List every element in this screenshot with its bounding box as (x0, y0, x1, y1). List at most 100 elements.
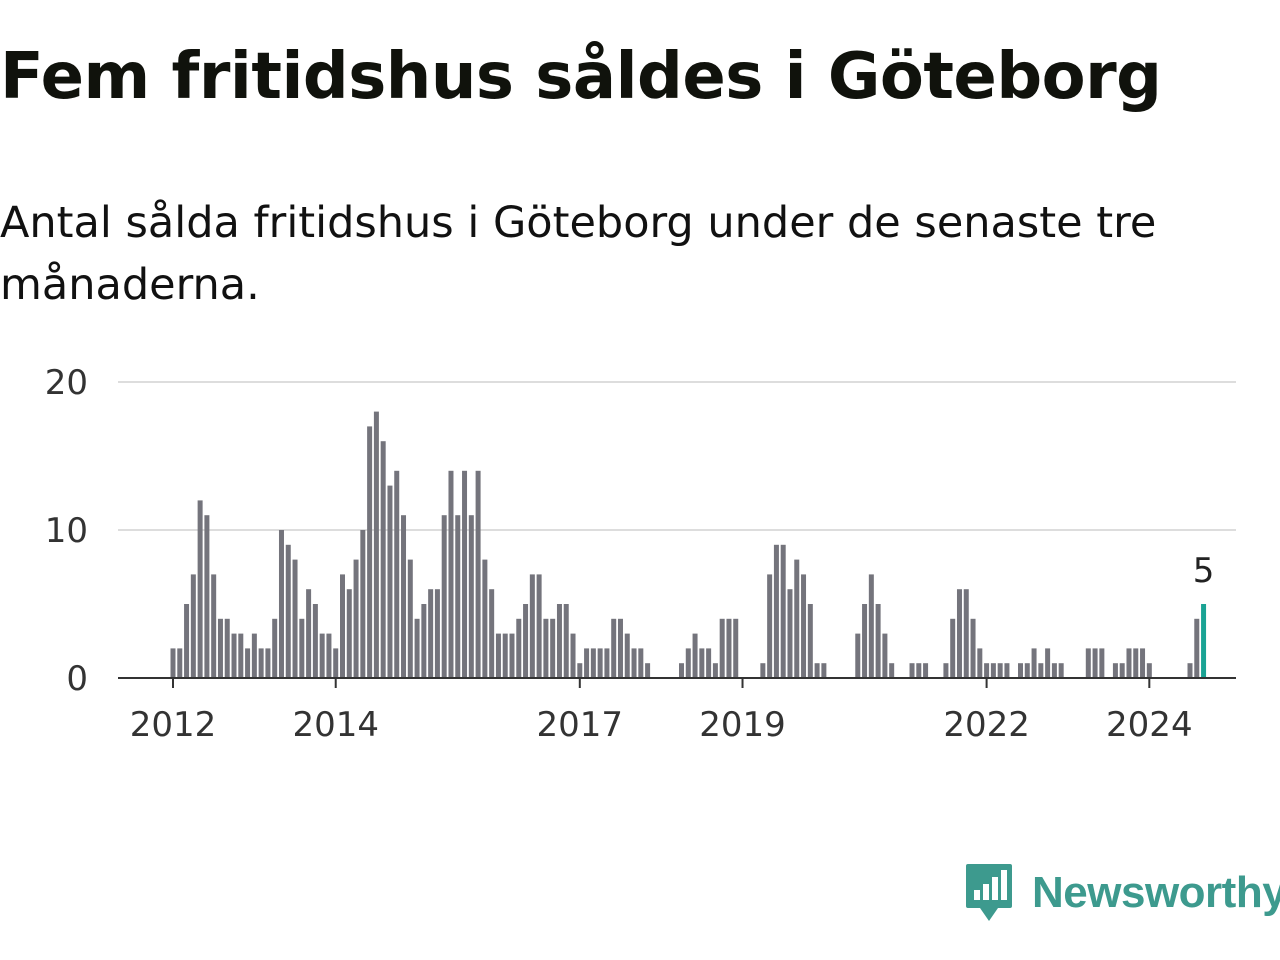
bar (272, 618, 278, 678)
bar (1099, 648, 1105, 678)
bar (245, 648, 251, 678)
bar (584, 648, 590, 678)
bar (211, 574, 217, 678)
bar (299, 618, 305, 678)
bar (495, 633, 501, 678)
bar (550, 618, 556, 678)
bar (319, 633, 325, 678)
bar (489, 589, 495, 678)
bar (340, 574, 345, 678)
bar (523, 604, 529, 678)
bar (712, 663, 718, 678)
bar (265, 648, 271, 678)
bar (638, 648, 644, 678)
bar (577, 663, 583, 678)
bar (1194, 618, 1200, 678)
bar (353, 559, 359, 678)
bar (184, 604, 190, 678)
bar (617, 618, 623, 678)
bar (312, 604, 318, 678)
bar (468, 515, 474, 678)
bar (177, 648, 183, 678)
bar (306, 589, 312, 678)
bar (997, 663, 1003, 678)
bar (780, 544, 786, 678)
highlight-bar (1201, 604, 1207, 678)
x-tick-label-2022: 2022 (943, 705, 1030, 745)
x-tick-label-2019: 2019 (699, 705, 786, 745)
bar (692, 633, 698, 678)
bar (1112, 663, 1118, 678)
bar (956, 589, 962, 678)
bar (1024, 663, 1030, 678)
bar (590, 648, 596, 678)
bar (434, 589, 440, 678)
bar (502, 633, 508, 678)
axes (118, 677, 1236, 688)
bar (482, 559, 488, 678)
bar (231, 633, 237, 678)
bar (882, 633, 888, 678)
bar (909, 663, 915, 678)
bar (556, 604, 562, 678)
bar (170, 648, 176, 678)
bar (787, 589, 793, 678)
bar (1187, 663, 1193, 678)
bar (475, 470, 481, 678)
bar (563, 604, 569, 678)
bar (773, 544, 779, 678)
bar (367, 426, 373, 678)
page-title: Fem fritidshus såldes i Göteborg (0, 40, 1162, 114)
bar (394, 470, 400, 678)
bar (224, 618, 230, 678)
gridlines (118, 381, 1236, 531)
bar (984, 663, 990, 678)
bar (333, 648, 339, 678)
bar (706, 648, 712, 678)
bar (1051, 663, 1057, 678)
bar (645, 663, 651, 678)
bar (346, 589, 352, 678)
bar (916, 663, 922, 678)
bar-chart: 0 10 20 2012 2014 2017 2019 2022 2024 5 (45, 363, 1236, 745)
bar (278, 530, 284, 678)
bar (794, 559, 800, 678)
bar (570, 633, 576, 678)
bar (251, 633, 257, 678)
bar (360, 530, 366, 678)
bar (536, 574, 542, 678)
bar (380, 441, 386, 678)
y-tick-label-0: 0 (66, 659, 88, 699)
bar (1031, 648, 1037, 678)
bar (868, 574, 874, 678)
bar (238, 633, 244, 678)
bar (217, 618, 223, 678)
bar (204, 515, 210, 678)
bar (407, 559, 413, 678)
bar (597, 648, 603, 678)
bar (685, 648, 691, 678)
bar (875, 604, 881, 678)
bar (733, 618, 739, 678)
highlight-value-label: 5 (1193, 551, 1215, 591)
bar (923, 663, 929, 678)
bar (529, 574, 535, 678)
bar (950, 618, 956, 678)
chart-subtitle: Antal sålda fritidshus i Göteborg under … (0, 198, 1157, 310)
bar (516, 618, 522, 678)
bar (624, 633, 630, 678)
bar (414, 618, 420, 678)
x-tick-label-2024: 2024 (1106, 705, 1193, 745)
bar (807, 604, 813, 678)
newsworthy-logo: Newsworthy (964, 862, 1280, 924)
bar (1085, 648, 1091, 678)
bar (543, 618, 549, 678)
bar (1018, 663, 1023, 678)
bar (970, 618, 976, 678)
bar (990, 663, 996, 678)
bar (814, 663, 820, 678)
bar (699, 648, 705, 678)
bar (285, 544, 291, 678)
bar (421, 604, 427, 678)
bar (855, 633, 861, 678)
